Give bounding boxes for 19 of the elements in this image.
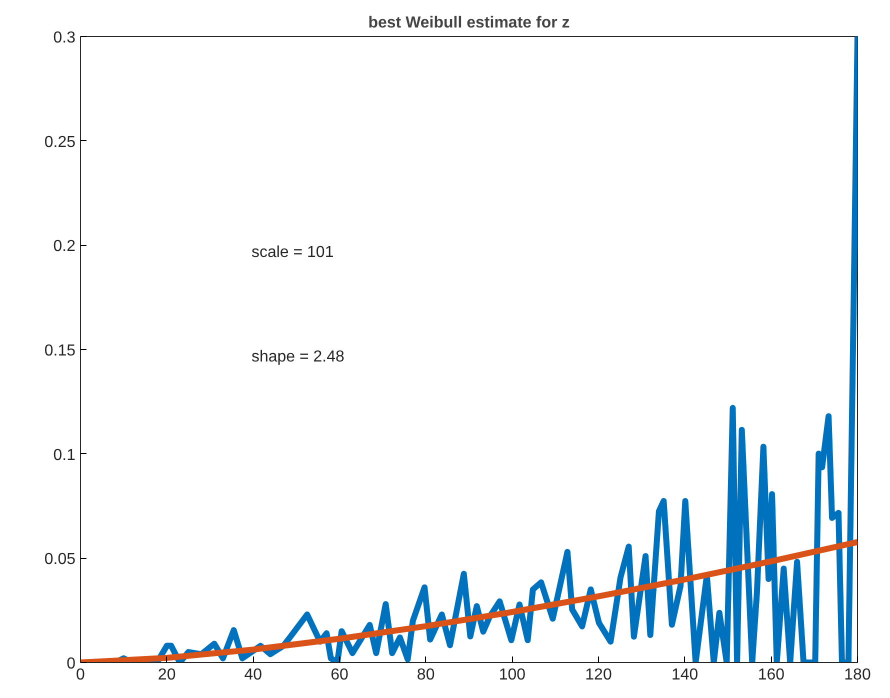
x-tick-label: 60 xyxy=(330,666,348,684)
x-tick-label: 120 xyxy=(585,666,612,684)
x-tick-label: 100 xyxy=(498,666,526,684)
annotation: shape = 2.48 xyxy=(251,348,345,366)
x-tick-label: 80 xyxy=(416,666,435,684)
x-tick-label: 140 xyxy=(671,666,698,684)
y-tick-label: 0 xyxy=(66,656,76,672)
annotation: scale = 101 xyxy=(251,244,334,261)
y-tick-label: 0.25 xyxy=(44,134,76,151)
y-tick-label: 0.05 xyxy=(44,551,76,568)
x-tick-label: 20 xyxy=(158,666,176,684)
y-tick-label: 0.15 xyxy=(44,342,76,360)
x-tick-label: 160 xyxy=(758,666,785,684)
y-tick-label: 0.1 xyxy=(53,446,76,464)
chart-title: best Weibull estimate for z xyxy=(368,14,570,32)
y-tick-label: 0.3 xyxy=(53,30,76,46)
x-tick-label: 180 xyxy=(844,666,871,684)
x-tick-label: 40 xyxy=(244,666,262,684)
y-tick-label: 0.2 xyxy=(53,238,76,256)
